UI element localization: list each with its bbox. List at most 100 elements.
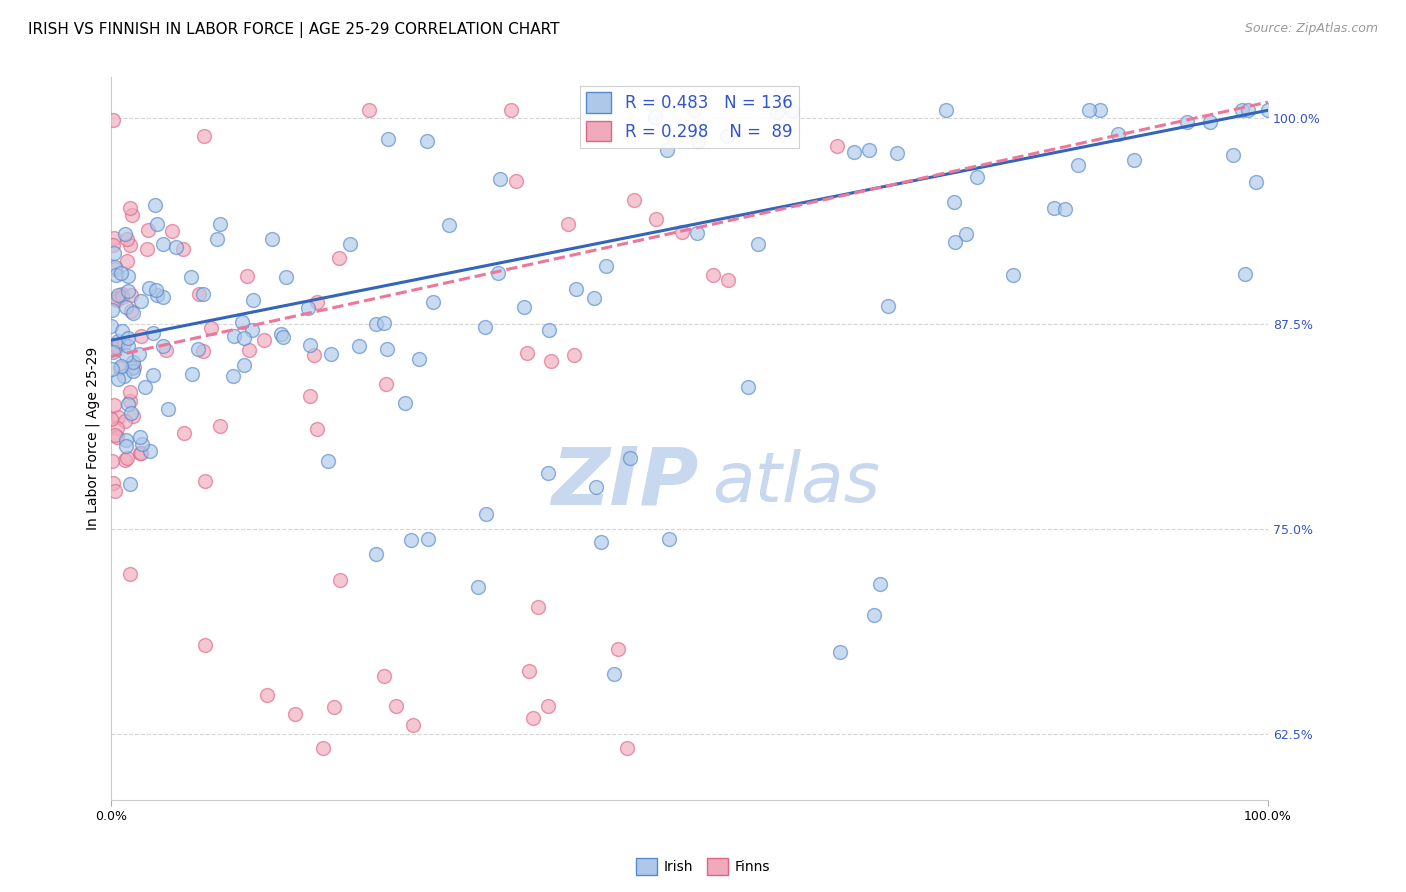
Point bbox=[180, 270, 202, 285]
Point bbox=[364, 317, 387, 331]
Point bbox=[107, 430, 129, 444]
Point bbox=[115, 450, 138, 465]
Point bbox=[103, 398, 125, 412]
Point bbox=[131, 294, 153, 309]
Point bbox=[645, 212, 668, 227]
Point bbox=[165, 239, 187, 253]
Point bbox=[101, 362, 124, 376]
Point bbox=[671, 225, 693, 239]
Point bbox=[319, 346, 342, 360]
Point bbox=[122, 363, 145, 377]
Point bbox=[114, 348, 136, 362]
Point bbox=[142, 326, 165, 340]
Point bbox=[143, 198, 166, 212]
Point bbox=[134, 380, 156, 394]
Point bbox=[242, 293, 264, 307]
Point bbox=[1088, 103, 1111, 118]
Point bbox=[104, 291, 127, 305]
Point bbox=[517, 665, 540, 679]
Point bbox=[157, 402, 180, 417]
Point bbox=[274, 269, 297, 284]
Point bbox=[298, 389, 321, 403]
Point bbox=[737, 380, 759, 394]
Point bbox=[135, 242, 157, 256]
Point bbox=[104, 268, 127, 282]
Point bbox=[717, 273, 740, 287]
Point bbox=[682, 103, 704, 118]
Point bbox=[1107, 127, 1129, 141]
Point bbox=[209, 217, 232, 231]
Point bbox=[540, 353, 562, 368]
Point bbox=[619, 451, 641, 466]
Point bbox=[114, 227, 136, 241]
Point bbox=[122, 409, 145, 424]
Text: Source: ZipAtlas.com: Source: ZipAtlas.com bbox=[1244, 22, 1378, 36]
Point bbox=[1257, 103, 1279, 118]
Point bbox=[527, 599, 550, 614]
Point bbox=[120, 304, 142, 318]
Point bbox=[935, 103, 957, 118]
Point bbox=[231, 315, 253, 329]
Point bbox=[562, 347, 585, 361]
Point bbox=[110, 360, 132, 375]
Point bbox=[142, 368, 165, 382]
Point bbox=[120, 406, 142, 420]
Point bbox=[120, 384, 142, 399]
Point bbox=[644, 110, 666, 124]
Point bbox=[347, 339, 370, 353]
Point bbox=[557, 217, 579, 231]
Point bbox=[339, 236, 361, 251]
Point bbox=[298, 338, 321, 352]
Point bbox=[107, 371, 129, 385]
Point bbox=[474, 319, 496, 334]
Point bbox=[394, 396, 416, 410]
Point bbox=[307, 422, 329, 436]
Legend: Irish, Finns: Irish, Finns bbox=[630, 853, 776, 880]
Point bbox=[422, 295, 444, 310]
Point bbox=[152, 289, 174, 303]
Point bbox=[375, 343, 398, 357]
Point bbox=[1175, 115, 1198, 129]
Point bbox=[129, 446, 152, 460]
Point bbox=[104, 260, 127, 275]
Point bbox=[307, 294, 329, 309]
Point bbox=[222, 369, 245, 384]
Point bbox=[1232, 103, 1254, 118]
Point bbox=[537, 323, 560, 337]
Point bbox=[780, 103, 803, 118]
Point bbox=[1067, 158, 1090, 172]
Point bbox=[565, 282, 588, 296]
Point bbox=[869, 577, 891, 591]
Point bbox=[312, 741, 335, 756]
Point bbox=[129, 329, 152, 343]
Point bbox=[1222, 148, 1244, 162]
Point bbox=[966, 169, 988, 184]
Point bbox=[297, 301, 319, 316]
Point bbox=[187, 287, 209, 301]
Point bbox=[136, 223, 159, 237]
Point bbox=[103, 238, 125, 252]
Point bbox=[844, 145, 866, 160]
Point bbox=[595, 260, 617, 274]
Point bbox=[114, 414, 136, 428]
Point bbox=[437, 219, 460, 233]
Point bbox=[1233, 267, 1256, 281]
Point bbox=[191, 286, 214, 301]
Point bbox=[115, 300, 138, 314]
Point bbox=[112, 369, 135, 384]
Point bbox=[1246, 175, 1268, 189]
Point bbox=[152, 237, 174, 252]
Point bbox=[467, 581, 489, 595]
Point bbox=[121, 360, 143, 375]
Point bbox=[499, 103, 522, 118]
Point bbox=[284, 706, 307, 721]
Point bbox=[475, 507, 498, 521]
Point bbox=[686, 134, 709, 148]
Point bbox=[193, 638, 215, 652]
Point bbox=[686, 226, 709, 240]
Point bbox=[115, 438, 138, 452]
Point bbox=[101, 302, 124, 317]
Point bbox=[100, 318, 122, 333]
Point bbox=[830, 645, 852, 659]
Point bbox=[271, 330, 294, 344]
